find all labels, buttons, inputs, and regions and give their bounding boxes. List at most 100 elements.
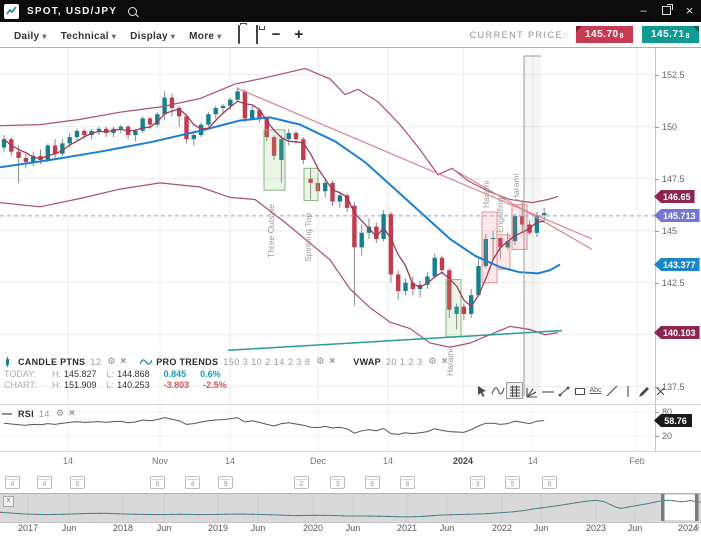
draw-tool-rect-icon[interactable] xyxy=(572,383,587,398)
candle xyxy=(16,151,21,158)
calendar-event-icon[interactable]: 5 xyxy=(70,476,85,489)
menu-daily[interactable]: Daily ▾ xyxy=(14,30,47,42)
calendar-event-icon[interactable]: 9 xyxy=(218,476,233,489)
candle xyxy=(505,241,510,248)
legend-params: 150 3 10 2 14 2 3 8 xyxy=(223,356,311,367)
calendar-event-icon[interactable]: 4 xyxy=(5,476,20,489)
candle xyxy=(52,145,58,154)
candle xyxy=(45,145,50,160)
minimize-button[interactable]: – xyxy=(640,5,647,17)
nav-year-2021: 2021 xyxy=(396,523,418,533)
ask-price-badge: 145.71 8 xyxy=(642,26,699,43)
candle xyxy=(337,195,342,202)
save-button[interactable] xyxy=(255,24,258,44)
panel-divider-2 xyxy=(0,451,701,452)
gridlines xyxy=(0,48,655,405)
range-navigator[interactable]: x xyxy=(0,493,701,523)
legend-params: 20 1 2 3 xyxy=(385,356,423,367)
resize-grip[interactable] xyxy=(691,519,700,537)
calendar-event-icon[interactable]: 4 xyxy=(37,476,52,489)
save-icon xyxy=(255,24,258,44)
gear-icon[interactable]: ⚙ xyxy=(55,408,64,419)
draw-tool-hline-icon[interactable] xyxy=(540,383,555,398)
gear-icon[interactable]: ⚙ xyxy=(316,356,325,367)
price-tick: 150 xyxy=(654,122,678,132)
candle xyxy=(220,105,226,108)
gear-icon[interactable]: ⚙ xyxy=(428,356,437,367)
draw-tool-grid-icon[interactable] xyxy=(506,382,523,399)
draw-tool-curve-icon[interactable] xyxy=(490,383,505,398)
draw-tool-segment-icon[interactable] xyxy=(556,383,571,398)
candle xyxy=(490,238,496,240)
draw-tool-close-icon[interactable] xyxy=(652,383,667,398)
candle xyxy=(104,128,109,133)
calendar-event-icon[interactable]: 3 xyxy=(470,476,485,489)
nav-year-2018: 2018 xyxy=(112,523,134,533)
menu-technical[interactable]: Technical ▾ xyxy=(60,30,117,42)
calendar-event-icon[interactable]: 8 xyxy=(365,476,380,489)
close-icon[interactable]: × xyxy=(329,356,336,367)
ask-price: 145.71 xyxy=(651,29,685,40)
stats-row-chart: CHART: H: 151.909 L: 140.253 -3.803 -2.5% xyxy=(4,380,227,390)
calendar-event-icon[interactable]: 6 xyxy=(542,476,557,489)
open-folder-button[interactable] xyxy=(237,24,240,44)
candle xyxy=(264,118,269,138)
close-icon[interactable]: × xyxy=(120,356,127,367)
rsi-panel-chart[interactable] xyxy=(0,405,655,451)
date-tick-14: 14 xyxy=(224,456,236,466)
date-tick-14: 14 xyxy=(62,456,74,466)
search-icon[interactable] xyxy=(128,6,138,16)
stats-row-today: TODAY: H: 145.827 L: 144.868 0.845 0.6% xyxy=(4,369,221,379)
price-tick: 152.5 xyxy=(655,70,685,80)
restore-button[interactable] xyxy=(655,0,678,22)
candle xyxy=(74,130,80,138)
calendar-event-icon[interactable]: 5 xyxy=(505,476,520,489)
date-tick-dec: Dec xyxy=(309,456,327,466)
candle xyxy=(279,139,284,160)
ma-slow-blue xyxy=(0,116,561,275)
candle xyxy=(483,239,488,267)
candle xyxy=(447,270,452,310)
draw-tool-pencil-icon[interactable] xyxy=(636,383,651,398)
candle xyxy=(38,155,43,160)
candle xyxy=(512,216,518,242)
close-icon[interactable]: × xyxy=(69,408,75,419)
window-title: SPOT, USD/JPY xyxy=(27,5,118,17)
candle xyxy=(286,132,291,140)
candle xyxy=(410,282,415,289)
legend-name-candle-ptns: CANDLE PTNS xyxy=(18,356,86,367)
close-icon[interactable]: × xyxy=(441,356,448,367)
change-value: 0.845 xyxy=(163,369,187,379)
nav-year-jun: Jun xyxy=(627,523,643,533)
draw-tool-vline-icon[interactable] xyxy=(620,383,635,398)
pattern-label: Harami xyxy=(445,348,455,376)
zoom-out-button[interactable]: − xyxy=(271,25,281,43)
calendar-event-icon[interactable]: 4 xyxy=(185,476,200,489)
close-button[interactable]: × xyxy=(685,3,694,18)
menu-display[interactable]: Display ▾ xyxy=(130,30,176,42)
rsi-tick: 80 xyxy=(654,407,673,417)
change-value: -3.803 xyxy=(163,380,190,390)
candle xyxy=(271,137,277,156)
navigator-close-icon[interactable]: x xyxy=(3,496,14,507)
calendar-event-icon[interactable]: 3 xyxy=(330,476,345,489)
zoom-in-button[interactable]: + xyxy=(294,25,304,43)
main-price-chart[interactable]: Three Outside Spinning Top Harami Harami Eng… xyxy=(0,48,655,405)
draw-tool-cursor-icon[interactable] xyxy=(474,383,489,398)
pattern-box-bull xyxy=(445,279,462,338)
gear-icon[interactable]: ⚙ xyxy=(107,356,116,367)
draw-tool-text-icon[interactable]: Abc xyxy=(589,387,602,394)
high-value: 145.827 xyxy=(64,369,97,379)
candle xyxy=(293,132,299,140)
calendar-event-icon[interactable]: 2 xyxy=(294,476,309,489)
pattern-box-bear xyxy=(511,204,528,250)
candle xyxy=(155,114,160,125)
candle xyxy=(169,97,175,108)
candle xyxy=(228,99,233,106)
draw-tool-diag-icon[interactable] xyxy=(604,383,619,398)
calendar-event-icon[interactable]: 6 xyxy=(150,476,165,489)
calendar-event-icon[interactable]: 8 xyxy=(400,476,415,489)
app-logo-icon xyxy=(4,3,19,19)
menu-more[interactable]: More ▾ xyxy=(189,30,222,42)
draw-tool-radial-icon[interactable] xyxy=(524,383,539,398)
